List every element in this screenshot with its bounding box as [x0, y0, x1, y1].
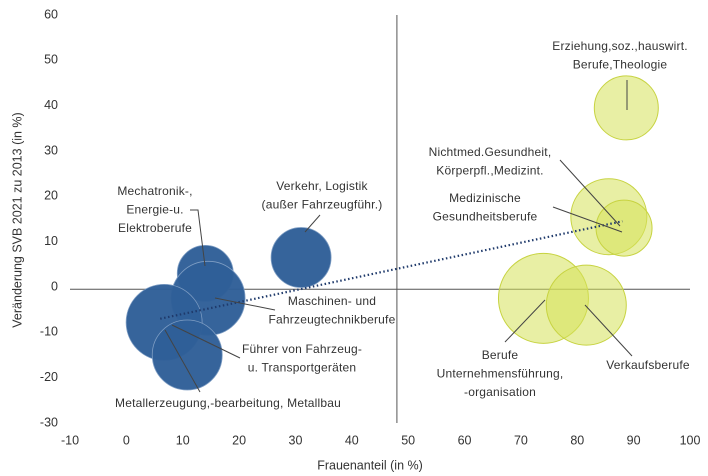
annotation: Verkaufsberufe [606, 358, 690, 372]
annotation: Maschinen- und [288, 294, 376, 308]
annotation: Medizinische [449, 191, 521, 205]
annotation: -organisation [464, 385, 536, 399]
x-tick-label: 40 [345, 433, 359, 447]
y-tick-label: 10 [44, 234, 58, 248]
leader-line [504, 299, 546, 343]
x-tick-label: 50 [401, 433, 415, 447]
x-tick-label: 20 [232, 433, 246, 447]
annotation: Gesundheitsberufe [433, 210, 538, 224]
y-tick-label: 30 [44, 143, 58, 157]
leader-line [164, 329, 201, 393]
annotation: Nichtmed.Gesundheit, [429, 145, 552, 159]
y-tick-label: -20 [40, 370, 58, 384]
x-tick-label: 30 [289, 433, 303, 447]
leader-line [304, 214, 321, 233]
bubble [595, 199, 653, 257]
annotation: Unternehmensführung, [437, 367, 564, 381]
annotation: (außer Fahrzeugführ.) [262, 198, 383, 212]
annotation: Berufe [482, 348, 519, 362]
y-tick-label: 20 [44, 189, 58, 203]
annotation: Elektroberufe [118, 221, 192, 235]
bubble [270, 227, 332, 288]
trendline [159, 220, 623, 320]
annotation: Körperpfl.,Medizint. [436, 164, 543, 178]
annotation: Energie-u. [126, 203, 183, 217]
leader-line [171, 324, 241, 359]
x-tick-label: -10 [61, 433, 79, 447]
x-tick-label: 100 [680, 433, 701, 447]
leader-line [552, 206, 623, 233]
leader-line [214, 297, 276, 311]
leader-line [190, 209, 206, 267]
bubble [593, 75, 659, 141]
x-tick-label: 0 [123, 433, 130, 447]
bubble [151, 319, 223, 391]
y-axis-title: Veränderung SVB 2021 zu 2013 (in %) [10, 112, 24, 327]
y-tick-label: 40 [44, 98, 58, 112]
annotation: Mechatronik-, [117, 184, 192, 198]
bubble [545, 264, 627, 346]
y-tick-label: 60 [44, 7, 58, 21]
annotation: Erziehung,soz.,hauswirt. [552, 39, 688, 53]
annotation: Berufe,Theologie [573, 58, 668, 72]
x-tick-label: 10 [176, 433, 190, 447]
y-tick-label: -10 [40, 325, 58, 339]
x-axis-title: Frauenanteil (in %) [317, 458, 423, 472]
y-tick-label: 0 [51, 279, 58, 293]
annotation: Fahrzeugtechnikberufe [269, 313, 396, 327]
annotation: u. Transportgeräten [248, 361, 357, 375]
x-tick-label: 90 [627, 433, 641, 447]
x-tick-label: 60 [458, 433, 472, 447]
y-tick-label: 50 [44, 53, 58, 67]
y-tick-label: -30 [40, 415, 58, 429]
x-tick-label: 80 [570, 433, 584, 447]
annotation: Verkehr, Logistik [276, 179, 368, 193]
x-tick-label: 70 [514, 433, 528, 447]
annotation: Führer von Fahrzeug- [242, 342, 362, 356]
leader-line [584, 304, 633, 357]
annotation: Metallerzeugung,-bearbeitung, Metallbau [115, 396, 341, 410]
leader-line [559, 159, 621, 227]
